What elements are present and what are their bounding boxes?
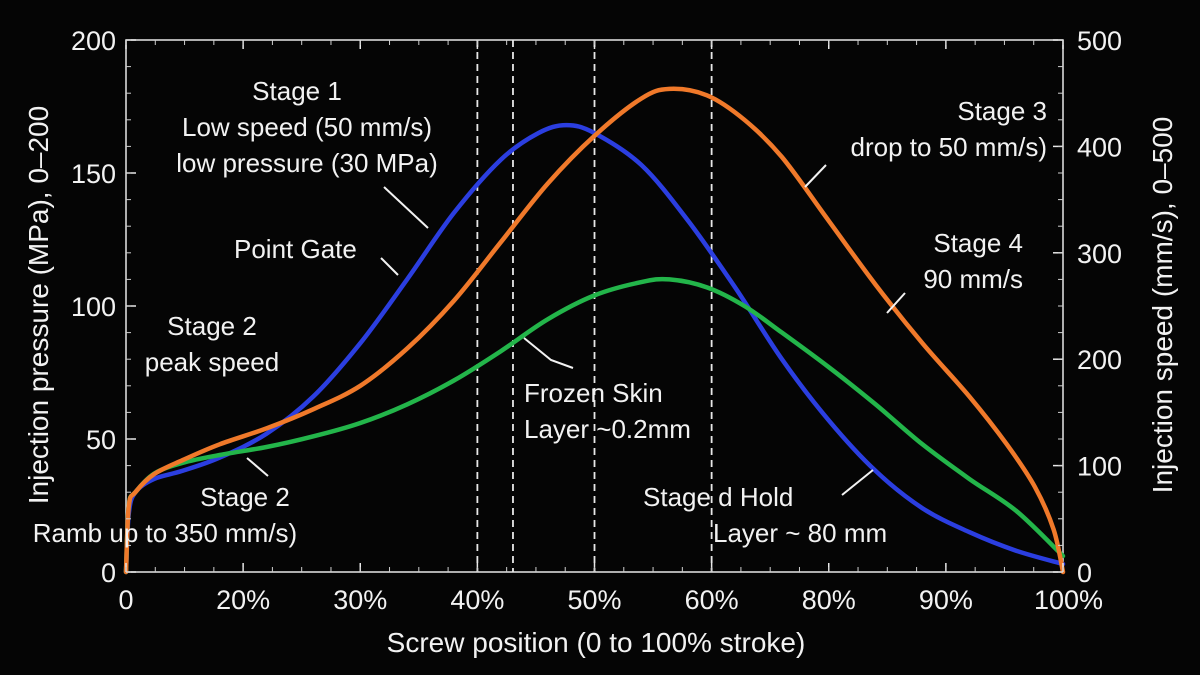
x-tick-label: 80% xyxy=(802,585,856,615)
annotation-point-gate: Point Gate xyxy=(234,234,357,264)
y-left-tick-label: 150 xyxy=(71,159,116,189)
annotation-leader-line xyxy=(841,469,874,496)
pressure-curve-green xyxy=(123,276,1066,575)
x-tick-label: 30% xyxy=(333,585,387,615)
x-tick-label: 90% xyxy=(919,585,973,615)
speed-curve-orange xyxy=(123,86,1066,575)
pressure-curve-blue xyxy=(123,122,1066,575)
series-lines xyxy=(123,86,1066,575)
y-right-tick-label: 300 xyxy=(1077,239,1122,269)
annotation-leader-line xyxy=(380,257,399,276)
y-left-tick-label: 0 xyxy=(101,558,116,588)
y-left-axis-label: Injection pressure (MPa), 0–200 xyxy=(23,106,54,504)
annotation-line: Stage 2 xyxy=(167,311,257,341)
annotation-leader-line xyxy=(804,164,827,188)
x-tick-label: 0 xyxy=(118,585,133,615)
vertical-markers xyxy=(476,40,713,572)
x-axis-label: Screw position (0 to 100% stroke) xyxy=(387,627,806,658)
y-right-tick-label: 400 xyxy=(1077,132,1122,162)
annotation-line: 90 mm/s xyxy=(923,264,1023,294)
x-tick-label: 50% xyxy=(567,585,621,615)
annotation-line: Point Gate xyxy=(234,234,357,264)
annotation-line: Frozen Skin xyxy=(524,378,663,408)
annotation-line: Layer ~0.2mm xyxy=(524,414,691,444)
annotation-line: Stage d Hold xyxy=(643,482,793,512)
annotation-frozen-skin: Frozen Skin Layer ~0.2mm xyxy=(524,378,691,444)
annotation-line: Stage 3 xyxy=(957,96,1047,126)
x-tick-label: 40% xyxy=(450,585,504,615)
annotation-stage2-ramp: Stage 2 Ramb up to 350 mm/s) xyxy=(33,482,297,548)
annotation-stage3: Stage 3 drop to 50 mm/s) xyxy=(850,96,1047,162)
annotation-line: drop to 50 mm/s) xyxy=(850,132,1047,162)
axis-ticks: 0 20% 30% 40% 50% 60% 80% 90% 100%05010015020001… xyxy=(71,26,1122,615)
annotation-line: Ramb up to 350 mm/s) xyxy=(33,518,297,548)
annotation-line: Low speed (50 mm/s) xyxy=(182,112,432,142)
y-right-tick-label: 0 xyxy=(1077,558,1092,588)
annotation-leader-line xyxy=(246,457,269,477)
annotation-line: Layer ~ 80 mm xyxy=(713,518,887,548)
x-tick-label: 100% xyxy=(1034,585,1103,615)
x-tick-label: 60% xyxy=(685,585,739,615)
annotation-leader-line xyxy=(383,186,429,229)
annotation-hold: Stage d Hold Layer ~ 80 mm xyxy=(643,482,887,548)
annotation-leaders xyxy=(246,164,906,496)
annotation-leader-line xyxy=(886,292,906,314)
annotation-stage2-peak: Stage 2 peak speed xyxy=(145,311,279,377)
y-right-tick-label: 500 xyxy=(1077,26,1122,56)
annotation-line: low pressure (30 MPa) xyxy=(176,148,438,178)
annotation-stage4: Stage 4 90 mm/s xyxy=(923,228,1023,294)
y-right-tick-label: 200 xyxy=(1077,345,1122,375)
y-left-tick-label: 50 xyxy=(86,425,116,455)
annotation-line: peak speed xyxy=(145,347,279,377)
annotation-leader-line xyxy=(523,337,574,369)
y-left-tick-label: 200 xyxy=(71,26,116,56)
annotations: Stage 1 Low speed (50 mm/s) low pressure (… xyxy=(33,76,1047,548)
y-right-tick-label: 100 xyxy=(1077,452,1122,482)
y-left-tick-label: 100 xyxy=(71,292,116,322)
annotation-line: Stage 1 xyxy=(252,76,342,106)
annotation-stage1: Stage 1 Low speed (50 mm/s) low pressure (… xyxy=(176,76,438,178)
annotation-line: Stage 4 xyxy=(933,228,1023,258)
x-tick-label: 20% xyxy=(216,585,270,615)
y-right-axis-label: Injection speed (mm/s), 0–500 xyxy=(1147,117,1178,494)
annotation-line: Stage 2 xyxy=(200,482,290,512)
